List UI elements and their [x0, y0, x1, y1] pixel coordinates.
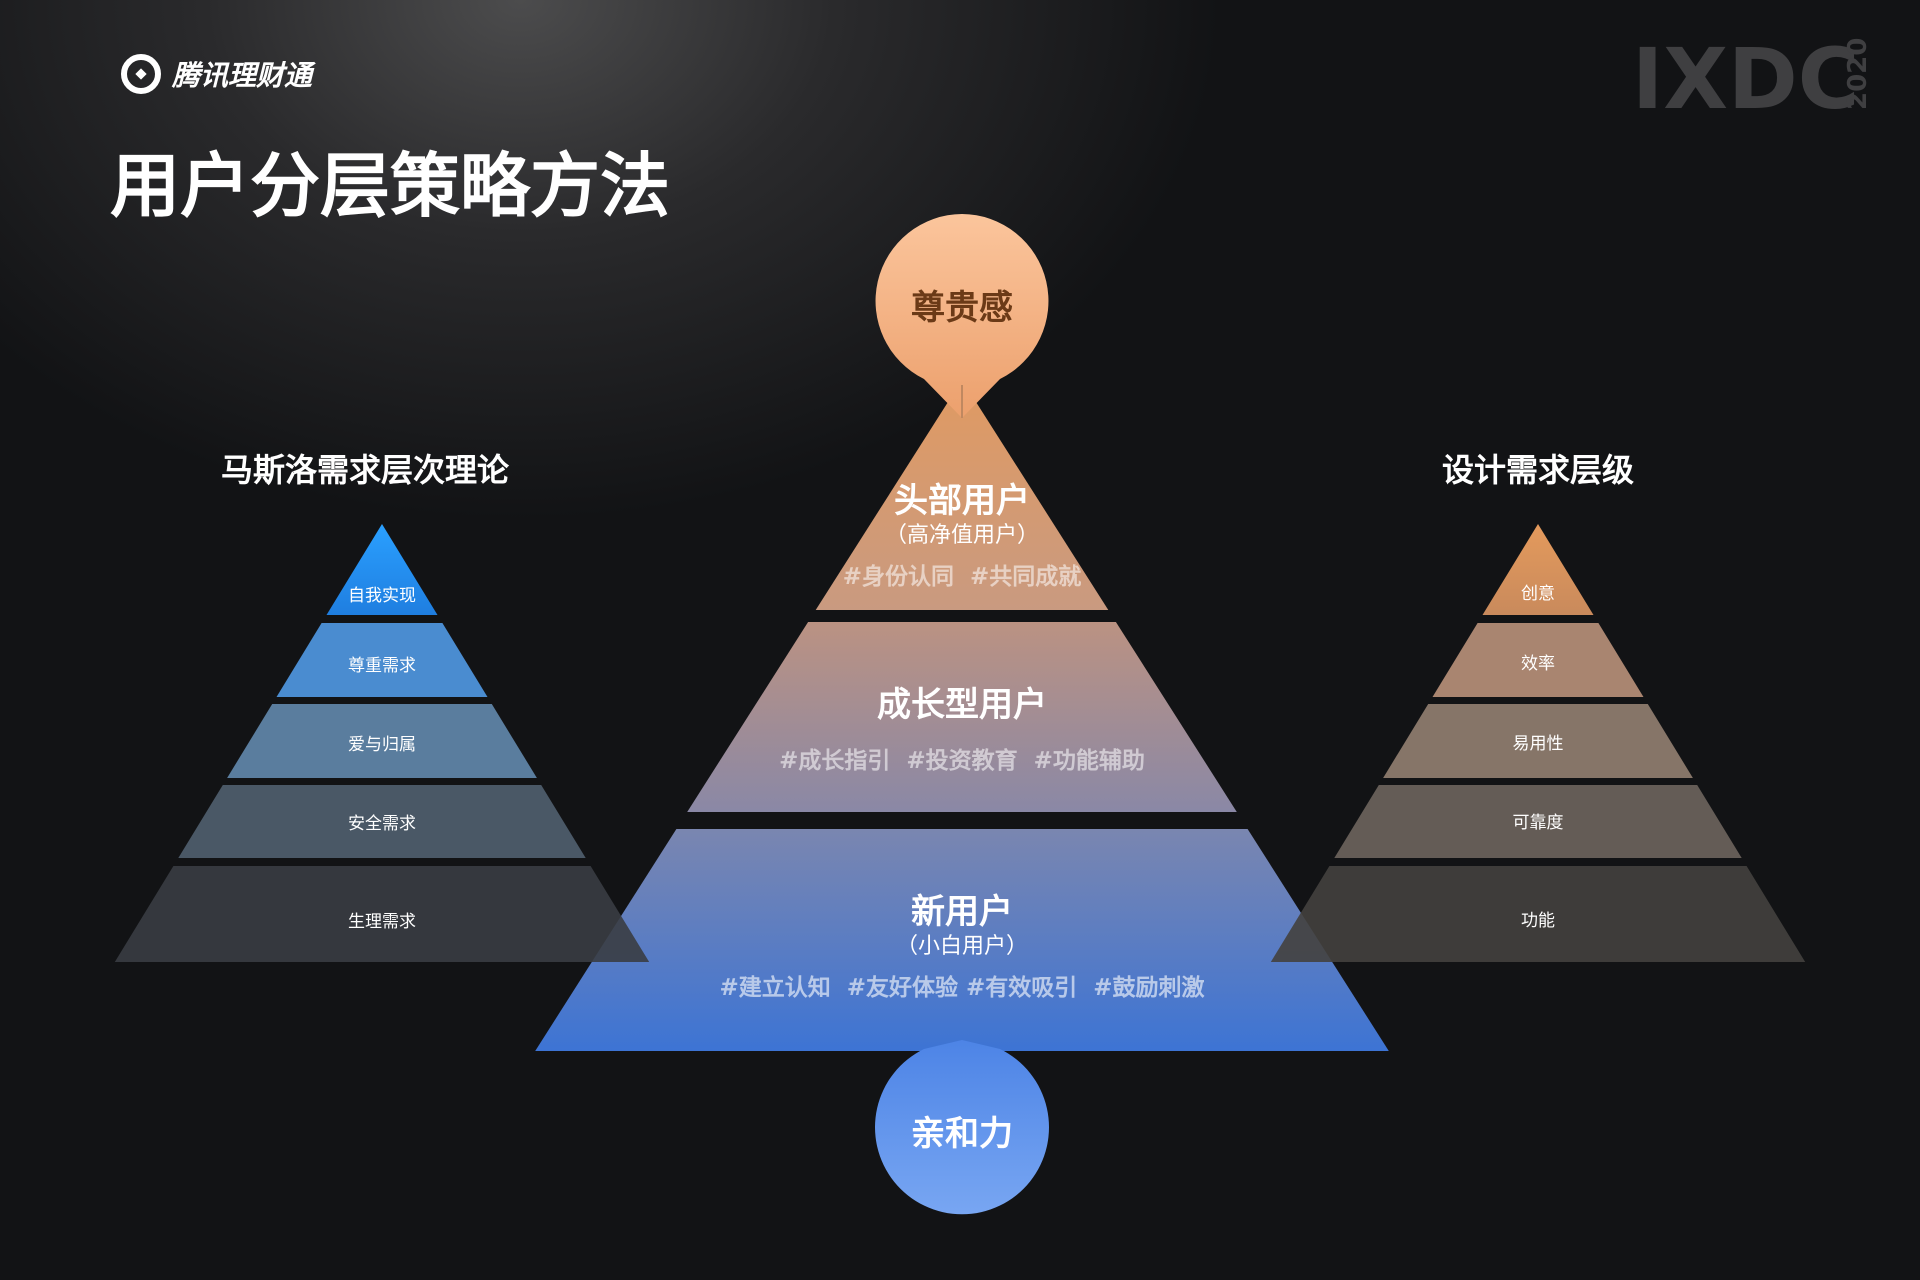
top-badge — [875, 214, 1049, 418]
tier-label: 创意 — [1521, 584, 1555, 604]
tier-label: 自我实现 — [348, 586, 416, 606]
tier-title: 新用户 — [911, 892, 1013, 932]
tier-label: 效率 — [1521, 654, 1555, 674]
tier-label: 爱与归属 — [348, 735, 416, 755]
tier-function — [1270, 866, 1806, 962]
tier-growth-users — [687, 622, 1237, 812]
top-badge-label: 尊贵感 — [911, 288, 1013, 328]
tier-label: 功能 — [1521, 911, 1555, 931]
bottom-badge — [874, 1040, 1049, 1215]
tier-tags: #成长指引 #投资教育 #功能辅助 — [779, 747, 1145, 774]
design-needs-pyramid: 设计需求层级 创意 效率 易用性 可靠度 功能 — [1270, 451, 1806, 962]
tier-label: 生理需求 — [348, 912, 416, 932]
page-title: 用户分层策略方法 — [110, 145, 670, 227]
ixdc-logo: IXDC 2020 — [1632, 30, 1873, 128]
tencent-licaitong-logo: 腾讯理财通 — [121, 54, 316, 94]
logo-text: 腾讯理财通 — [171, 59, 316, 92]
tier-label: 安全需求 — [348, 814, 416, 834]
fish-logo-icon — [121, 54, 161, 94]
tier-head-users — [815, 380, 1109, 610]
ixdc-year: 2020 — [1843, 38, 1873, 110]
tier-tags: #身份认同 #共同成就 — [843, 563, 1082, 590]
tier-love-belonging — [227, 704, 537, 778]
tier-label: 可靠度 — [1513, 813, 1564, 833]
maslow-heading: 马斯洛需求层次理论 — [221, 451, 510, 489]
tier-title: 头部用户 — [894, 481, 1030, 521]
bottom-badge-label: 亲和力 — [911, 1114, 1013, 1154]
tier-label: 易用性 — [1513, 734, 1564, 754]
tier-safety — [178, 785, 586, 858]
tier-creativity — [1482, 524, 1594, 615]
tier-self-actualization — [326, 524, 438, 615]
ixdc-logo-text: IXDC — [1632, 30, 1859, 128]
center-pyramid: 尊贵感 亲和力 头部用户 （高净值用户） #身份认同 #共同成就 成长型用户 #… — [535, 214, 1389, 1215]
tier-new-users — [535, 829, 1389, 1051]
maslow-pyramid: 马斯洛需求层次理论 自我实现 尊重需求 爱与归属 安全需求 生理需求 — [114, 451, 650, 962]
tier-efficiency — [1432, 623, 1644, 697]
tier-usability — [1383, 704, 1693, 778]
tier-label: 尊重需求 — [348, 656, 416, 676]
tier-subtitle: （高净值用户） — [885, 523, 1039, 548]
tier-reliability — [1334, 785, 1742, 858]
design-needs-heading: 设计需求层级 — [1442, 451, 1634, 489]
tier-title: 成长型用户 — [877, 685, 1047, 725]
tier-physiological — [114, 866, 650, 962]
tier-tags: #建立认知 #友好体验 #有效吸引 #鼓励刺激 — [719, 974, 1204, 1001]
tier-esteem — [276, 623, 488, 697]
tier-subtitle: （小白用户） — [896, 934, 1028, 959]
